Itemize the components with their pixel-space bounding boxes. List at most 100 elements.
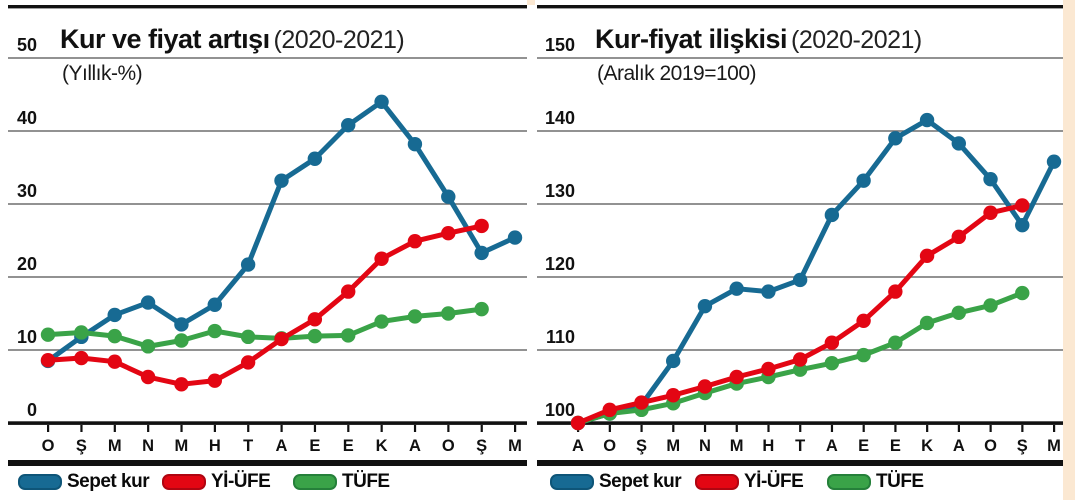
data-point xyxy=(307,151,323,166)
data-point xyxy=(307,312,323,327)
right-chart-title: Kur-fiyat ilişkisi (2020-2021) xyxy=(595,24,922,55)
month-label: Ş xyxy=(76,437,87,455)
x-axis-tick xyxy=(1052,425,1056,432)
x-axis-tick xyxy=(957,425,960,432)
sepet-kur-swatch-icon xyxy=(18,474,62,490)
gridline xyxy=(537,57,1063,59)
data-point xyxy=(697,299,713,314)
month-label: O xyxy=(984,437,997,455)
right-chart-legend: Sepet kur Yİ-ÜFE TÜFE xyxy=(535,471,1063,495)
y-axis-label: 0 xyxy=(27,400,37,420)
x-axis-tick xyxy=(480,425,483,432)
yi-ufe-swatch-icon xyxy=(162,474,206,490)
month-label: M xyxy=(508,437,522,455)
gridline xyxy=(537,203,1063,205)
data-point xyxy=(888,284,903,299)
month-label: H xyxy=(762,437,774,455)
data-point xyxy=(856,347,871,363)
data-point xyxy=(888,131,903,146)
y-axis-label: 150 xyxy=(545,35,575,55)
legend-label: TÜFE xyxy=(342,471,390,492)
data-point xyxy=(983,171,998,187)
tufe-swatch-icon xyxy=(827,474,871,490)
gridline xyxy=(8,276,527,278)
x-axis-tick xyxy=(413,425,417,432)
y-axis-label: 120 xyxy=(545,254,575,274)
data-point xyxy=(665,353,681,369)
left-chart-legend: Sepet kur Yİ-ÜFE TÜFE xyxy=(0,471,527,495)
tufe-swatch-icon xyxy=(293,474,337,490)
panel-top-rule xyxy=(537,5,1063,9)
month-label: M xyxy=(666,437,680,455)
data-point xyxy=(174,333,189,348)
month-label: Ş xyxy=(636,437,647,455)
data-point xyxy=(107,328,122,344)
x-axis-tick xyxy=(672,425,675,432)
data-point xyxy=(792,352,808,367)
data-point xyxy=(602,402,617,418)
x-axis-tick xyxy=(799,425,802,432)
data-point xyxy=(140,339,156,354)
month-label: H xyxy=(209,437,221,455)
data-point xyxy=(919,112,935,128)
data-point xyxy=(474,245,489,261)
legend-separator xyxy=(537,460,1063,466)
month-label: E xyxy=(890,437,901,455)
data-point xyxy=(407,136,423,152)
left-chart-subtitle: (Yıllık-%) xyxy=(62,62,143,85)
data-point xyxy=(507,230,523,245)
month-label: E xyxy=(343,437,354,455)
yi-ufe-swatch-icon xyxy=(695,474,739,490)
x-axis-tick xyxy=(280,425,283,432)
data-point xyxy=(274,173,289,188)
gridline xyxy=(8,203,527,205)
x-axis-line xyxy=(8,421,527,425)
month-label: M xyxy=(1047,437,1061,455)
data-point xyxy=(570,415,586,431)
x-axis-tick xyxy=(830,425,834,432)
data-point xyxy=(74,325,89,340)
sepet-kur-swatch-icon xyxy=(550,474,594,490)
data-point xyxy=(697,379,713,394)
data-point xyxy=(983,298,998,313)
data-point xyxy=(824,335,840,350)
data-point xyxy=(74,350,89,366)
data-point xyxy=(824,355,840,371)
x-axis-tick xyxy=(926,425,929,432)
data-point xyxy=(107,307,122,323)
legend-label: Sepet kur xyxy=(599,471,682,492)
data-point xyxy=(729,369,744,385)
month-label: A xyxy=(409,437,421,455)
x-axis-tick xyxy=(447,425,450,432)
data-point xyxy=(856,313,871,328)
x-axis-tick xyxy=(247,425,250,432)
month-label: A xyxy=(826,437,838,455)
data-point xyxy=(374,94,389,110)
data-point xyxy=(341,328,356,343)
x-axis-tick xyxy=(80,425,83,432)
month-label: N xyxy=(699,437,711,455)
legend-item-yi-ufe: Yİ-ÜFE xyxy=(695,471,804,493)
x-axis-tick xyxy=(894,425,897,432)
month-label: M xyxy=(108,437,122,455)
legend-item-tufe: TÜFE xyxy=(293,471,390,493)
data-point xyxy=(729,281,744,296)
x-axis-tick xyxy=(703,425,707,432)
data-point xyxy=(1015,285,1030,301)
data-point xyxy=(824,207,840,223)
chart-title-years: (2020-2021) xyxy=(273,26,405,54)
month-label: E xyxy=(309,437,320,455)
data-point xyxy=(665,388,681,403)
x-axis-tick xyxy=(640,425,643,432)
data-point xyxy=(240,355,256,370)
x-axis-tick xyxy=(147,425,150,432)
x-axis-tick xyxy=(347,425,350,432)
chart-title-text: Kur ve fiyat artışı xyxy=(60,24,270,54)
x-axis-tick xyxy=(380,425,383,432)
data-point xyxy=(174,317,189,332)
data-point xyxy=(207,297,222,312)
data-point xyxy=(856,173,871,188)
month-label: A xyxy=(953,437,965,455)
chart-title-years: (2020-2021) xyxy=(791,26,922,54)
